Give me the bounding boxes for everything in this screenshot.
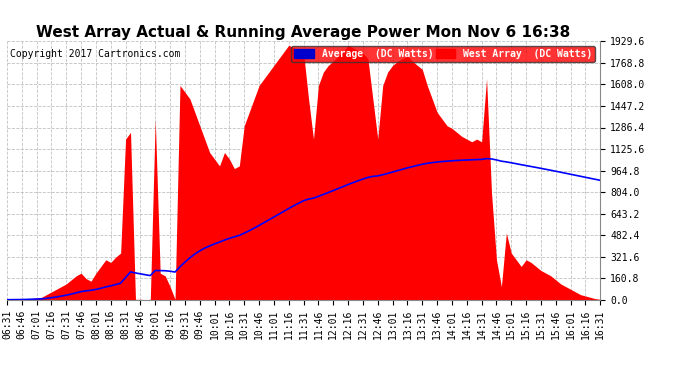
Legend: Average  (DC Watts), West Array  (DC Watts): Average (DC Watts), West Array (DC Watts… [291, 46, 595, 62]
Text: Copyright 2017 Cartronics.com: Copyright 2017 Cartronics.com [10, 49, 180, 59]
Title: West Array Actual & Running Average Power Mon Nov 6 16:38: West Array Actual & Running Average Powe… [37, 25, 571, 40]
